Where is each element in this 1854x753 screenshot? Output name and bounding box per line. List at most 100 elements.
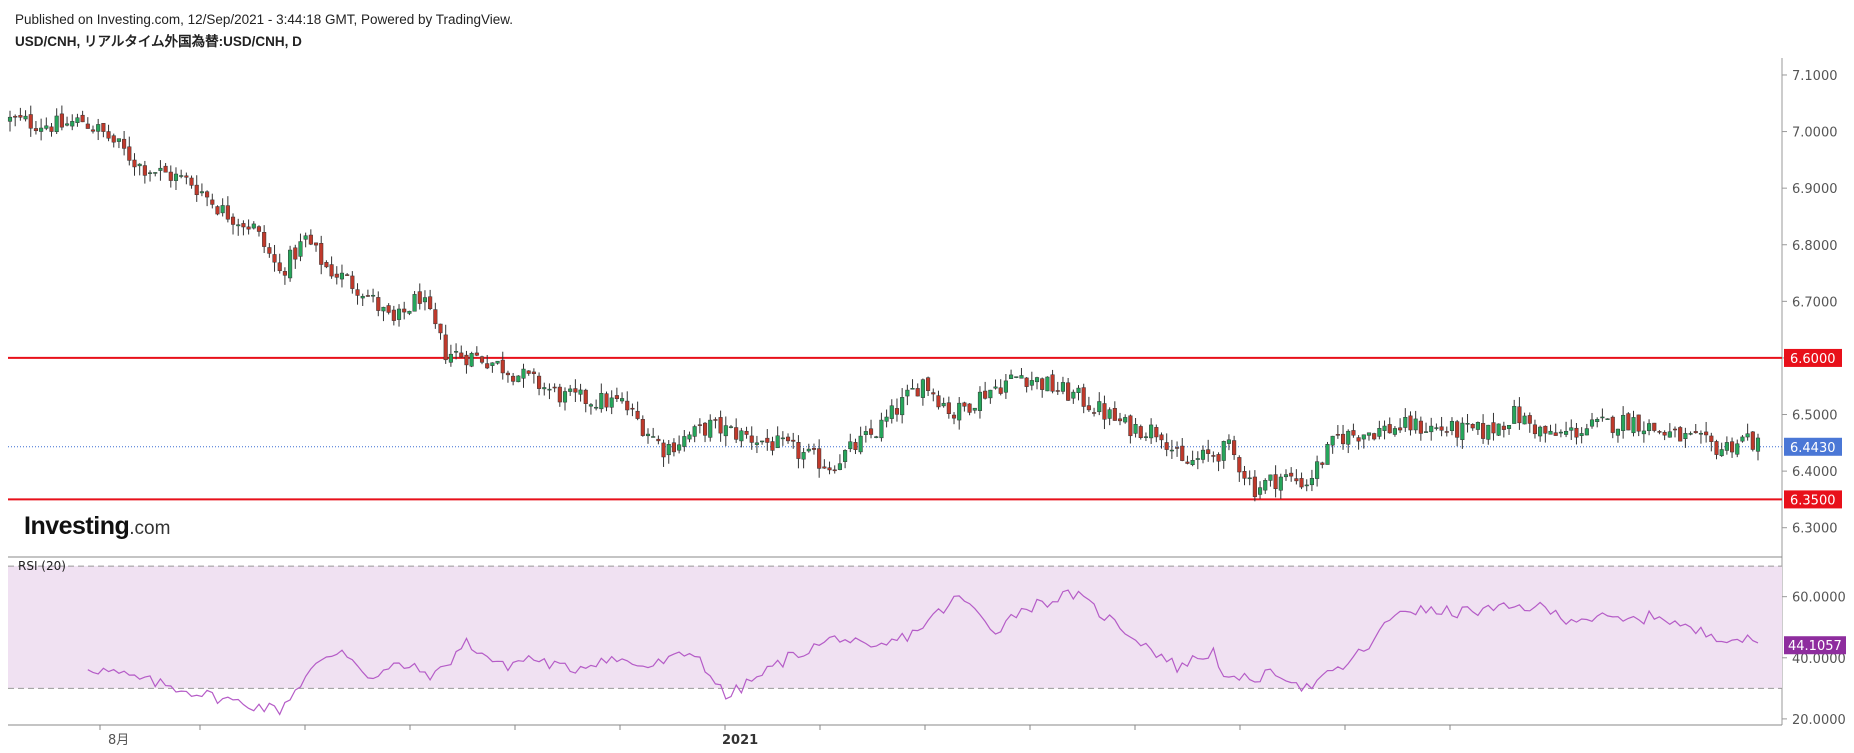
candle-body: [469, 353, 474, 367]
candle-body: [376, 297, 381, 311]
candle-body: [1449, 421, 1455, 431]
candle-body: [884, 416, 889, 422]
level-badge: [1784, 490, 1842, 509]
candle-body: [1408, 415, 1413, 431]
candle-body: [1698, 432, 1703, 435]
candle-body: [90, 129, 96, 132]
candle-body: [837, 463, 842, 470]
candle-body: [1558, 431, 1563, 434]
current-price-label: 6.4430: [1790, 441, 1836, 456]
candle-body: [687, 434, 692, 440]
candle-body: [713, 419, 718, 421]
candle-body: [1221, 441, 1226, 461]
candle-body: [863, 431, 868, 435]
candle-body: [1636, 414, 1641, 432]
candle-body: [557, 386, 562, 403]
candle-body: [1195, 458, 1200, 460]
candle-body: [1066, 382, 1071, 401]
candle-body: [692, 426, 697, 437]
candle-body: [1320, 462, 1325, 465]
published-info: Published on Investing.com, 12/Sep/2021 …: [15, 12, 514, 27]
candle-body: [588, 404, 593, 407]
candle-body: [723, 425, 728, 437]
candle-body: [1102, 403, 1107, 420]
candle-body: [173, 173, 179, 181]
candle-body: [1626, 413, 1631, 431]
candle-body: [858, 435, 863, 453]
candle-body: [1164, 442, 1169, 450]
candle-body: [1481, 423, 1486, 439]
candle-body: [542, 387, 547, 390]
candle-body: [132, 159, 137, 168]
candle-body: [728, 426, 734, 428]
candle-body: [1543, 425, 1548, 434]
time-tick-label: 8月: [108, 733, 129, 748]
candle-body: [65, 123, 70, 126]
candle-body: [780, 437, 785, 440]
candle-body: [967, 403, 972, 413]
candle-body: [998, 387, 1003, 394]
rsi-band: [8, 566, 1782, 689]
candle-body: [1304, 484, 1309, 487]
candle-body: [1755, 437, 1761, 452]
candle-body: [495, 360, 500, 364]
candle-body: [1693, 431, 1698, 434]
candle-body: [1117, 418, 1123, 422]
candle-body: [1647, 423, 1652, 432]
candle-body: [319, 243, 324, 265]
candle-body: [1460, 422, 1465, 441]
candle-body: [1569, 427, 1574, 431]
candle-body: [246, 226, 251, 230]
candle-body: [303, 235, 308, 240]
candle-body: [894, 408, 900, 415]
candle-body: [1465, 423, 1470, 425]
candle-body: [1678, 427, 1683, 442]
candle-body: [350, 275, 355, 289]
candle-body: [1564, 430, 1569, 435]
candle-body: [1709, 435, 1714, 442]
candle-body: [1361, 434, 1366, 440]
candle-body: [1522, 415, 1527, 425]
candle-body: [1491, 422, 1496, 434]
candle-body: [1226, 439, 1231, 444]
candle-body: [147, 172, 153, 174]
candle-body: [1574, 427, 1579, 438]
candle-body: [526, 370, 531, 374]
price-tick-label: 6.5000: [1792, 409, 1838, 424]
candle-body: [1740, 436, 1745, 442]
candle-body: [1392, 428, 1397, 435]
candle-body: [1200, 449, 1206, 460]
candle-body: [1745, 433, 1750, 438]
candle-body: [656, 438, 661, 442]
candle-body: [1475, 422, 1480, 430]
candle-body: [1512, 406, 1517, 424]
candle-body: [1579, 433, 1584, 436]
candle-body: [371, 294, 376, 297]
candle-body: [13, 115, 18, 118]
candle-body: [1501, 425, 1506, 430]
candle-body: [993, 386, 998, 389]
candle-body: [1283, 474, 1289, 478]
candle-body: [739, 430, 744, 442]
candle-body: [677, 444, 682, 451]
candle-body: [1169, 449, 1174, 452]
candle-body: [905, 389, 910, 397]
candle-body: [537, 375, 542, 389]
candle-body: [1444, 431, 1449, 433]
candle-body: [256, 226, 262, 232]
price-tick-label: 6.3000: [1792, 522, 1838, 537]
candle-body: [122, 138, 127, 149]
rsi-value-label: 44.1057: [1788, 639, 1842, 654]
candle-body: [806, 448, 811, 452]
candle-body: [516, 375, 521, 383]
candle-body: [1527, 415, 1532, 424]
candle-body: [910, 388, 915, 390]
candle-body: [1014, 376, 1019, 378]
candle-body: [381, 306, 386, 312]
candle-body: [801, 452, 806, 460]
candle-body: [251, 223, 256, 229]
candle-body: [184, 175, 189, 178]
candle-body: [1724, 442, 1729, 451]
candle-body: [1429, 425, 1434, 433]
